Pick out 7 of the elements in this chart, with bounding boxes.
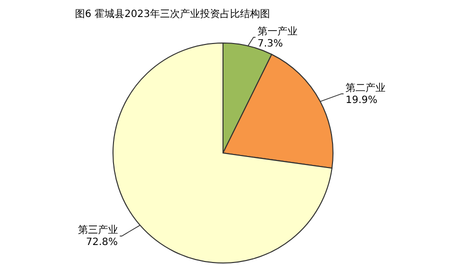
slice-label: 第二产业 xyxy=(346,82,386,94)
data-label: 19.9% xyxy=(346,94,378,106)
chart-title: 图6 霍城县2023年三次产业投资占比结构图 xyxy=(75,8,270,20)
data-label: 7.3% xyxy=(258,38,283,50)
slice-label: 第一产业 xyxy=(258,25,298,38)
data-label: 72.8% xyxy=(86,237,118,248)
slice-label: 第三产业 xyxy=(78,224,118,236)
